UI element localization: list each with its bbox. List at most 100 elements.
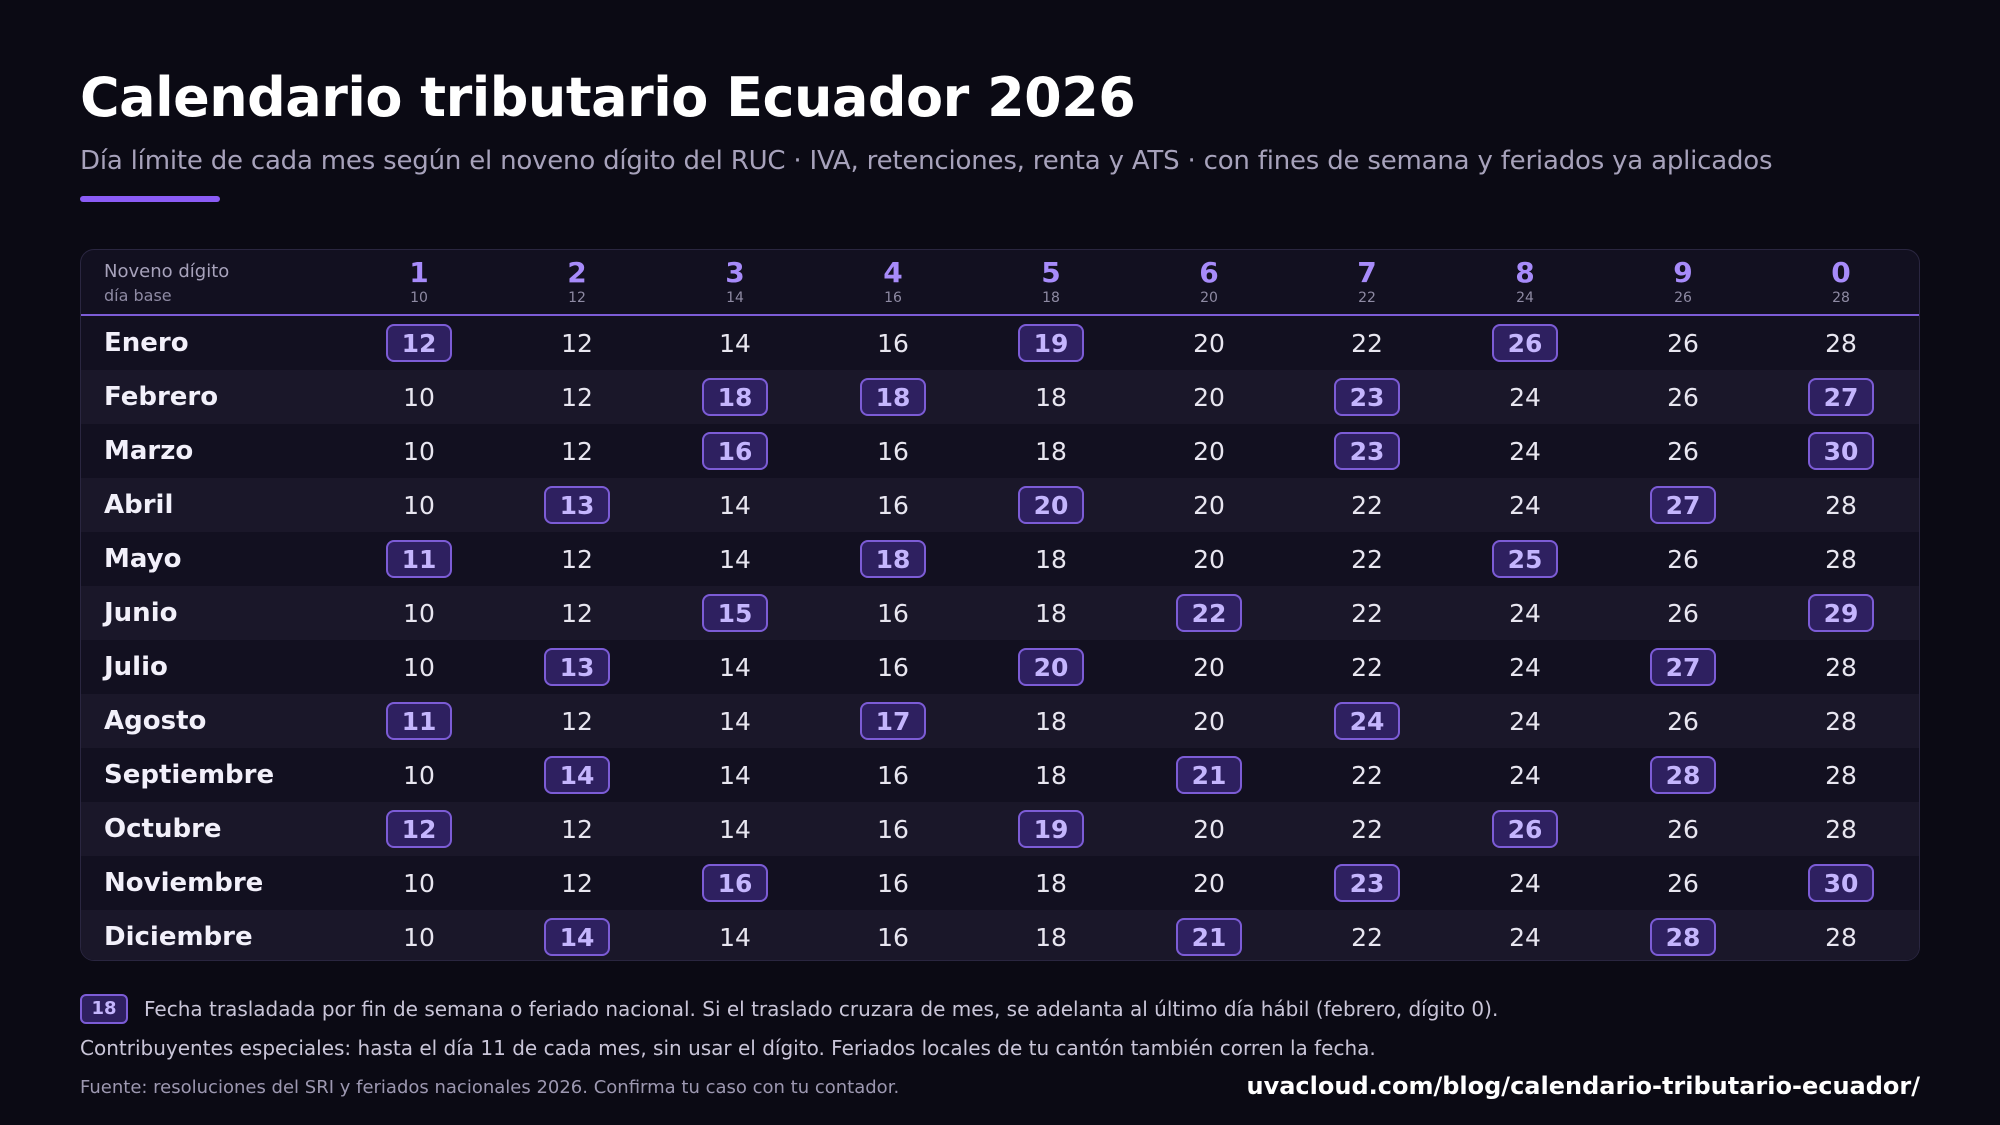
moved-date-badge: 18 xyxy=(860,378,926,416)
due-date: 16 xyxy=(877,652,909,682)
due-date: 12 xyxy=(561,868,593,898)
table-cell: 12 xyxy=(517,370,637,424)
due-date: 12 xyxy=(561,814,593,844)
table-cell: 10 xyxy=(359,586,479,640)
table-cell: 27 xyxy=(1623,478,1743,532)
table-cell: 28 xyxy=(1623,748,1743,802)
moved-date-badge: 13 xyxy=(544,648,610,686)
digit-label: 3 xyxy=(725,256,745,289)
table-cell: 24 xyxy=(1465,586,1585,640)
table-row: Abril 10 13 14 16 20 20 22 24 27 28 xyxy=(81,478,1919,532)
digit-base-day: 12 xyxy=(568,290,586,306)
digit-label: 8 xyxy=(1515,256,1535,289)
moved-date-badge: 23 xyxy=(1334,864,1400,902)
digit-base-day: 10 xyxy=(410,290,428,306)
due-date: 20 xyxy=(1193,868,1225,898)
table-cell: 22 xyxy=(1307,802,1427,856)
source-url[interactable]: uvacloud.com/blog/calendario-tributario-… xyxy=(1246,1072,1920,1100)
table-cell: 14 xyxy=(675,802,795,856)
table-cell: 20 xyxy=(1149,478,1269,532)
due-date: 28 xyxy=(1825,328,1857,358)
table-cell: 29 xyxy=(1781,586,1901,640)
table-cell: 21 xyxy=(1149,910,1269,960)
table-cell: 14 xyxy=(675,532,795,586)
due-date: 16 xyxy=(877,490,909,520)
table-cell: 18 xyxy=(833,532,953,586)
due-date: 12 xyxy=(561,328,593,358)
digit-label: 0 xyxy=(1831,256,1851,289)
table-cell: 25 xyxy=(1465,532,1585,586)
table-row: Octubre 12 12 14 16 19 20 22 26 26 28 xyxy=(81,802,1919,856)
table-cell: 11 xyxy=(359,532,479,586)
table-cell: 26 xyxy=(1623,370,1743,424)
header-label-title: Noveno dígito xyxy=(104,261,230,282)
due-date: 22 xyxy=(1351,814,1383,844)
table-cell: 14 xyxy=(517,910,637,960)
month-label: Noviembre xyxy=(104,868,264,898)
digit-base-day: 18 xyxy=(1042,290,1060,306)
table-row: Agosto 11 12 14 17 18 20 24 24 26 28 xyxy=(81,694,1919,748)
due-date: 24 xyxy=(1509,760,1541,790)
due-date: 10 xyxy=(403,436,435,466)
due-date: 28 xyxy=(1825,922,1857,952)
month-label: Febrero xyxy=(104,382,219,412)
table-cell: 28 xyxy=(1781,748,1901,802)
due-date: 18 xyxy=(1035,922,1067,952)
table-cell: 16 xyxy=(833,424,953,478)
table-cell: 24 xyxy=(1465,424,1585,478)
moved-date-badge: 28 xyxy=(1650,918,1716,956)
table-cell: 28 xyxy=(1623,910,1743,960)
accent-underline xyxy=(80,196,220,202)
due-date: 22 xyxy=(1351,490,1383,520)
month-label: Abril xyxy=(104,490,174,520)
table-cell: 28 xyxy=(1781,478,1901,532)
table-cell: 27 xyxy=(1781,370,1901,424)
month-label: Septiembre xyxy=(104,760,275,790)
table-row: Septiembre 10 14 14 16 18 21 22 24 28 28 xyxy=(81,748,1919,802)
table-cell: 22 xyxy=(1307,316,1427,370)
due-date: 10 xyxy=(403,760,435,790)
table-cell: 20 xyxy=(1149,316,1269,370)
table-cell: 13 xyxy=(517,478,637,532)
table-cell: 20 xyxy=(991,478,1111,532)
table-cell: 12 xyxy=(517,532,637,586)
due-date: 24 xyxy=(1509,922,1541,952)
due-date: 22 xyxy=(1351,652,1383,682)
due-date: 14 xyxy=(719,652,751,682)
month-label: Agosto xyxy=(104,706,207,736)
table-cell: 20 xyxy=(1149,802,1269,856)
table-cell: 16 xyxy=(833,910,953,960)
due-date: 28 xyxy=(1825,760,1857,790)
table-cell: 24 xyxy=(1465,370,1585,424)
table-cell: 14 xyxy=(675,748,795,802)
digit-column-header: 5 18 xyxy=(991,256,1111,306)
table-row: Marzo 10 12 16 16 18 20 23 24 26 30 xyxy=(81,424,1919,478)
due-date: 12 xyxy=(561,598,593,628)
table-cell: 24 xyxy=(1307,694,1427,748)
moved-date-badge: 16 xyxy=(702,864,768,902)
table-cell: 26 xyxy=(1623,856,1743,910)
table-row: Diciembre 10 14 14 16 18 21 22 24 28 28 xyxy=(81,910,1919,960)
table-cell: 16 xyxy=(833,640,953,694)
table-cell: 12 xyxy=(517,694,637,748)
table-cell: 12 xyxy=(517,802,637,856)
table-cell: 10 xyxy=(359,424,479,478)
table-cell: 19 xyxy=(991,802,1111,856)
table-row: Febrero 10 12 18 18 18 20 23 24 26 27 xyxy=(81,370,1919,424)
moved-date-badge: 11 xyxy=(386,540,452,578)
table-cell: 21 xyxy=(1149,748,1269,802)
due-date: 20 xyxy=(1193,652,1225,682)
table-cell: 22 xyxy=(1307,748,1427,802)
page-subtitle: Día límite de cada mes según el noveno d… xyxy=(80,146,1773,176)
due-date: 26 xyxy=(1667,436,1699,466)
moved-date-badge: 26 xyxy=(1492,324,1558,362)
moved-date-badge: 21 xyxy=(1176,918,1242,956)
table-cell: 19 xyxy=(991,316,1111,370)
digit-label: 7 xyxy=(1357,256,1377,289)
table-cell: 14 xyxy=(675,478,795,532)
table-cell: 28 xyxy=(1781,910,1901,960)
due-date: 18 xyxy=(1035,760,1067,790)
table-cell: 18 xyxy=(833,370,953,424)
due-date: 10 xyxy=(403,490,435,520)
due-date: 12 xyxy=(561,544,593,574)
